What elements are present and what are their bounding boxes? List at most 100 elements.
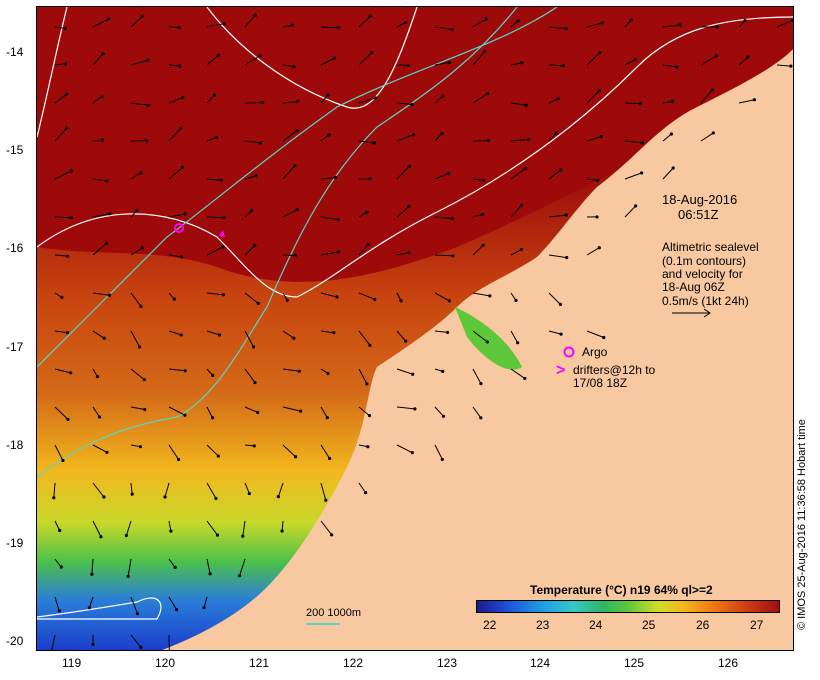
velocity-arrow: [130, 482, 133, 495]
velocity-arrow: [168, 330, 182, 336]
velocity-arrow: [320, 57, 335, 66]
velocity-arrow-head: [183, 212, 187, 216]
velocity-arrow: [282, 406, 301, 412]
velocity-arrow-head: [59, 565, 63, 569]
drifter-legend-icon: >: [556, 362, 566, 379]
colorbar-tick: 23: [536, 618, 550, 632]
velocity-arrow-head: [486, 138, 490, 143]
velocity-arrow: [624, 140, 643, 144]
velocity-arrow-head: [179, 126, 183, 130]
velocity-arrow-head: [480, 212, 484, 217]
velocity-arrow-head: [135, 612, 140, 616]
velocity-arrow-head: [276, 495, 281, 499]
lat-label: -19: [6, 536, 24, 550]
velocity-arrow: [434, 61, 450, 66]
velocity-arrow-head: [370, 50, 374, 55]
velocity-arrow-head: [61, 458, 65, 463]
velocity-arrow-head: [99, 535, 103, 539]
lat-label: -16: [6, 241, 24, 255]
velocity-arrow: [168, 166, 183, 180]
velocity-arrow: [206, 444, 219, 457]
velocity-arrow: [282, 130, 298, 142]
velocity-arrow-head: [516, 19, 520, 23]
velocity-arrow-head: [407, 204, 411, 209]
velocity-arrow-head: [413, 407, 417, 411]
velocity-arrow-head: [179, 333, 183, 337]
velocity-arrow: [282, 64, 294, 68]
velocity-arrow-head: [95, 375, 100, 379]
velocity-arrow-head: [212, 93, 217, 97]
velocity-arrow-head: [373, 297, 377, 301]
velocity-arrow-head: [63, 26, 67, 31]
velocity-arrow: [320, 216, 339, 221]
velocity-arrow-head: [629, 18, 633, 22]
velocity-arrow: [206, 482, 217, 499]
velocity-arrow-head: [523, 166, 527, 171]
velocity-arrow: [776, 64, 791, 67]
velocity-arrow: [510, 204, 522, 218]
argo-legend-label: Argo: [582, 345, 608, 359]
velocity-arrow-head: [146, 58, 150, 62]
velocity-arrow: [320, 330, 334, 334]
velocity-arrow-head: [564, 26, 568, 31]
velocity-arrow: [510, 102, 527, 106]
velocity-arrow: [396, 330, 406, 342]
velocity-arrow-head: [559, 168, 563, 172]
velocity-arrow: [54, 63, 66, 66]
velocity-arrow: [586, 90, 600, 104]
velocity-arrow-head: [91, 642, 95, 647]
velocity-arrow-head: [366, 242, 370, 247]
velocity-arrow: [168, 444, 179, 460]
velocity-arrow: [164, 482, 170, 498]
velocity-arrow-head: [258, 54, 262, 58]
velocity-arrow: [472, 51, 486, 66]
temperature-colorbar: [476, 600, 780, 613]
velocity-arrow-head: [215, 533, 220, 537]
velocity-arrow-head: [407, 164, 411, 168]
velocity-arrow: [92, 139, 103, 142]
velocity-arrow: [168, 558, 176, 568]
velocity-arrow: [700, 132, 714, 142]
velocity-arrow: [130, 15, 143, 28]
velocity-arrow: [548, 169, 562, 180]
velocity-arrow-head: [337, 250, 341, 254]
velocity-arrow: [320, 406, 328, 418]
velocity-arrow-head: [711, 131, 715, 135]
velocity-arrow-head: [634, 204, 638, 208]
velocity-arrow: [244, 140, 261, 144]
velocity-arrow: [662, 64, 678, 68]
velocity-arrow: [320, 134, 330, 142]
velocity-arrow-head: [596, 178, 600, 182]
velocity-arrow-head: [479, 382, 483, 386]
velocity-arrow-head: [66, 254, 70, 258]
velocity-arrow: [358, 97, 377, 104]
velocity-arrow: [472, 406, 482, 419]
velocity-arrow-head: [296, 99, 300, 104]
lon-label: 123: [437, 656, 458, 670]
velocity-arrow: [662, 100, 673, 104]
velocity-arrow-head: [519, 203, 523, 207]
velocity-arrow: [548, 132, 557, 142]
velocity-arrow: [168, 368, 186, 372]
velocity-arrow-head: [60, 295, 64, 299]
velocity-arrow: [168, 97, 183, 104]
velocity-arrow-head: [410, 102, 414, 107]
velocity-arrow-head: [440, 131, 444, 135]
velocity-arrow-head: [368, 14, 372, 18]
legend-line: 18-Aug 06Z: [662, 280, 725, 294]
velocity-arrow: [54, 93, 67, 104]
velocity-arrow-head: [488, 294, 492, 298]
velocity-arrow-head: [527, 137, 531, 142]
colorbar-tick: 24: [589, 618, 603, 632]
lat-label: -15: [6, 143, 24, 157]
velocity-arrow-head: [101, 138, 105, 142]
velocity-arrow-head: [325, 416, 329, 420]
colorbar-title: Temperature (°C) n19 64% ql>=2: [530, 583, 713, 597]
sst-map-canvas: [37, 7, 793, 650]
velocity-arrow: [206, 292, 224, 296]
velocity-arrow: [662, 167, 674, 180]
lat-label: -18: [6, 438, 24, 452]
velocity-arrow: [54, 216, 72, 219]
velocity-arrow: [586, 52, 601, 66]
velocity-arrow: [168, 520, 172, 532]
